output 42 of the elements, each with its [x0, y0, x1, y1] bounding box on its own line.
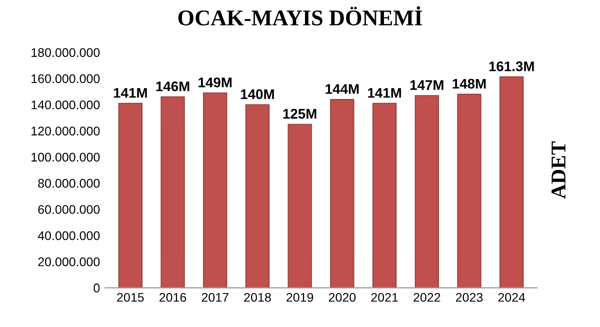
bar	[203, 92, 228, 288]
x-tick-label: 2020	[328, 292, 356, 302]
chart-title: OCAK-MAYIS DÖNEMİ	[178, 6, 422, 26]
data-label: 149M	[198, 78, 232, 88]
data-label: 147M	[410, 80, 444, 90]
bar	[160, 96, 185, 288]
data-label: 141M	[368, 88, 401, 98]
x-tick-label: 2021	[371, 292, 398, 302]
bar	[372, 102, 397, 288]
data-label: 161.3M	[489, 61, 534, 72]
y-tick-label: 20.000.000	[38, 257, 100, 266]
bar	[500, 76, 524, 288]
y-tick-label: 160.000.000	[32, 74, 100, 84]
bar	[288, 124, 312, 288]
x-tick-label: 2015	[117, 292, 144, 302]
data-label: 148M	[452, 78, 486, 89]
y-tick-label: 180.000.000	[32, 48, 100, 57]
bar	[245, 104, 270, 288]
bar	[414, 95, 439, 288]
x-tick-label: 2018	[244, 292, 271, 302]
x-tick-label: 2022	[414, 292, 440, 302]
x-tick-label: 2019	[286, 292, 314, 302]
data-label: 141M	[114, 88, 147, 98]
y-tick-label: 120.000.000	[32, 126, 100, 136]
data-label: 125M	[283, 108, 316, 119]
x-tick-label: 2016	[159, 292, 186, 302]
x-tick-label: 2023	[456, 292, 483, 302]
x-tick-label: 2017	[202, 292, 228, 302]
data-label: 140M	[240, 89, 274, 100]
y-axis-title: ADET	[552, 141, 566, 199]
data-label: 144M	[326, 84, 359, 94]
data-label: 146M	[156, 81, 190, 92]
bar	[330, 98, 354, 288]
y-tick-label: 80.000.000	[38, 178, 100, 188]
y-tick-label: 60.000.000	[38, 205, 100, 214]
bar	[118, 102, 142, 288]
x-tick-label: 2024	[498, 292, 526, 302]
y-tick-label: 0	[94, 284, 100, 292]
y-tick-label: 100.000.000	[32, 152, 100, 162]
y-tick-label: 140.000.000	[32, 100, 100, 110]
bar	[457, 94, 482, 288]
y-tick-label: 40.000.000	[38, 231, 100, 240]
